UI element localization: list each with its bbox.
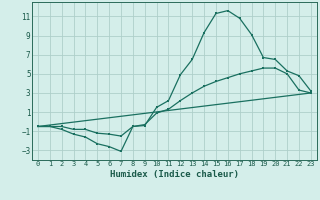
X-axis label: Humidex (Indice chaleur): Humidex (Indice chaleur) [110, 170, 239, 179]
